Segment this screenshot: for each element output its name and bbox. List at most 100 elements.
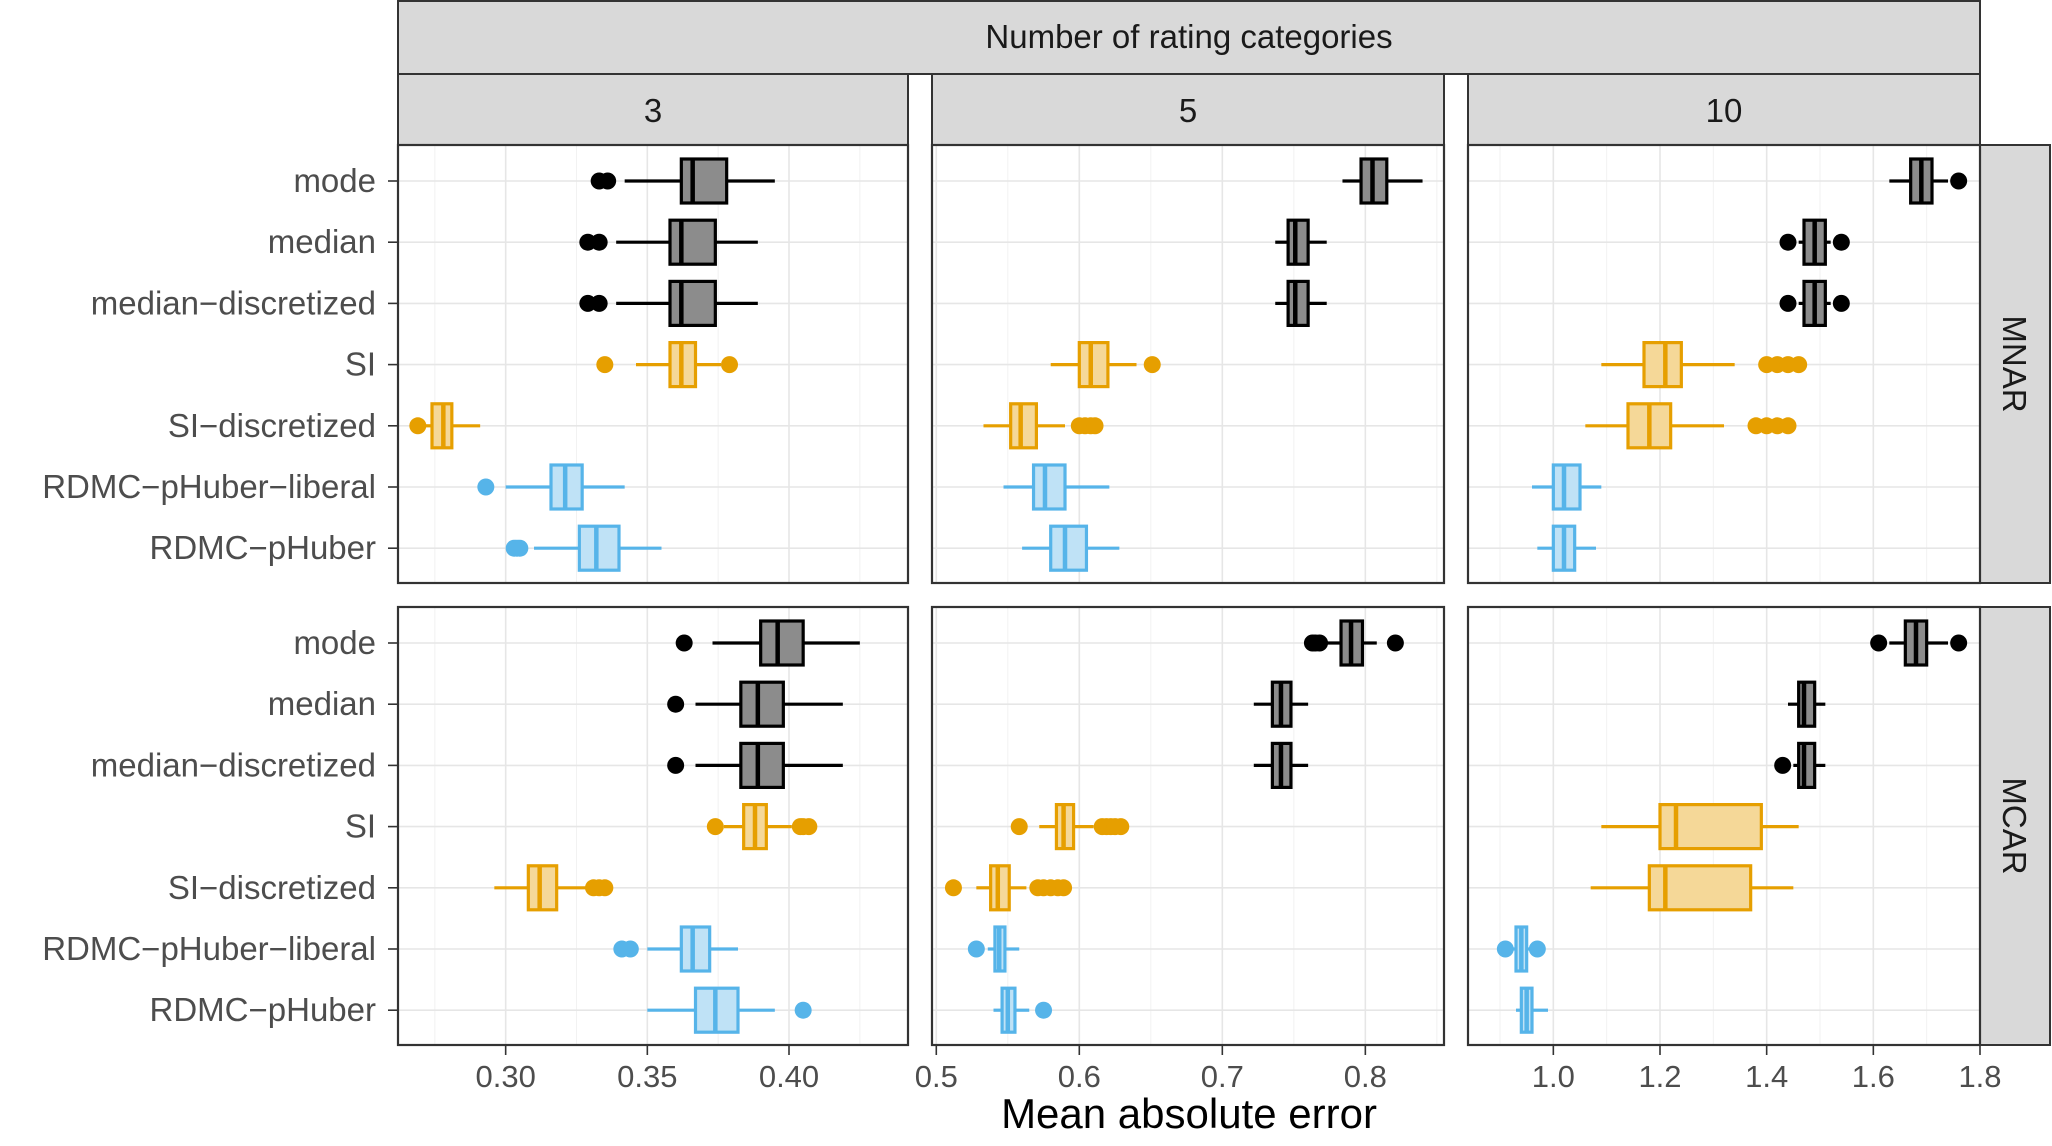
box-si: [1050, 341, 1161, 389]
box-median: [1779, 218, 1850, 266]
category-label-rdmc-phuber: RDMC−pHuber: [150, 991, 377, 1028]
outlier-point: [1386, 634, 1404, 652]
box-iqr: [1797, 741, 1817, 790]
box-iqr: [1286, 218, 1310, 266]
row-strip-mnar: [1979, 144, 2051, 584]
category-label-median-discretized: median−discretized: [91, 284, 376, 321]
box-iqr: [679, 925, 712, 973]
outlier-point: [511, 539, 529, 557]
column-strip-label-3: 3: [644, 92, 662, 129]
outlier-point: [1055, 879, 1073, 897]
outlier-point: [944, 879, 962, 897]
outlier-point: [477, 478, 495, 496]
row-strip-label-mcar: MCAR: [1996, 777, 2033, 874]
x-tick-label: 1.8: [1958, 1059, 2001, 1094]
panel-mcar-3: [396, 605, 910, 1047]
outlier-point: [721, 356, 738, 374]
x-tick-label: 1.4: [1745, 1059, 1788, 1094]
outlier-point: [596, 356, 614, 374]
box-iqr: [679, 157, 729, 205]
panel-mnar-5-border: [930, 143, 1446, 585]
x-tick-label: 1.2: [1638, 1059, 1681, 1094]
outlier-point: [706, 818, 724, 836]
column-strip-5: [931, 73, 1445, 146]
box-si-discretized: [944, 864, 1073, 912]
category-label-rdmc-phuber: RDMC−pHuber: [150, 529, 377, 566]
outlier-point: [1870, 634, 1888, 652]
x-tick-label: 0.40: [759, 1059, 819, 1094]
outlier-point: [599, 172, 617, 190]
category-label-median: median: [268, 685, 376, 722]
outlier-point: [1010, 818, 1028, 836]
outlier-point: [675, 634, 693, 652]
panel-mcar-10: [1466, 605, 1982, 1047]
outlier-point: [1779, 417, 1797, 435]
outlier-point: [1950, 172, 1968, 190]
outlier-point: [667, 695, 685, 713]
box-mode: [1889, 157, 1968, 205]
category-label-median: median: [268, 223, 376, 260]
outlier-point: [1779, 233, 1797, 251]
panel-mcar-5: [930, 605, 1446, 1047]
box-median-discretized: [1253, 741, 1309, 790]
box-rdmc-phuber-liberal: [1532, 463, 1602, 511]
outlier-point: [1950, 634, 1968, 652]
category-labels: mode median median−discretized SI SI−discret…: [42, 162, 398, 1028]
box-iqr: [739, 741, 785, 790]
column-strip-label-10: 10: [1706, 92, 1743, 129]
x-tick-label: 0.5: [915, 1059, 958, 1094]
x-tick-label: 0.8: [1344, 1059, 1387, 1094]
outlier-point: [1832, 294, 1850, 312]
box-iqr: [1077, 341, 1110, 389]
box-median-discretized: [579, 279, 758, 327]
box-iqr: [1797, 680, 1817, 728]
outlier-point: [409, 417, 427, 435]
box-iqr: [526, 864, 559, 912]
box-rdmc-phuber-liberal: [1496, 925, 1546, 973]
panel-mnar-10: [1466, 143, 1982, 585]
box-iqr: [1049, 524, 1089, 572]
box-rdmc-phuber-liberal: [1003, 463, 1110, 511]
box-mode: [675, 619, 860, 667]
box-median: [1253, 680, 1309, 728]
box-median: [579, 218, 758, 266]
outlier-point: [590, 294, 608, 312]
outlier-point: [667, 756, 685, 774]
box-iqr: [759, 619, 805, 667]
box-mode: [1342, 157, 1423, 205]
x-tick-label: 0.6: [1058, 1059, 1101, 1094]
box-si-discretized: [1585, 402, 1797, 450]
outlier-point: [596, 879, 614, 897]
box-iqr: [668, 218, 717, 266]
box-si: [1010, 802, 1130, 851]
box-iqr: [1286, 279, 1310, 327]
box-median-discretized: [1774, 741, 1826, 790]
box-rdmc-phuber-liberal: [613, 925, 738, 973]
box-iqr: [577, 524, 621, 572]
row-strip-mcar: [1979, 606, 2051, 1046]
box-rdmc-phuber: [993, 986, 1053, 1034]
x-axis-title: Mean absolute error: [1001, 1090, 1377, 1137]
x-tick-label: 0.35: [617, 1059, 677, 1094]
box-iqr: [668, 279, 717, 327]
outlier-point: [1086, 417, 1104, 435]
outlier-point: [590, 233, 608, 251]
row-strip-label-mnar: MNAR: [1996, 315, 2033, 412]
category-label-rdmc-phuber-liberal: RDMC−pHuber−liberal: [42, 468, 376, 505]
outlier-point: [1779, 294, 1797, 312]
outlier-point: [1035, 1001, 1053, 1019]
outlier-point: [1832, 233, 1850, 251]
outlier-point: [800, 818, 818, 836]
x-tick-label: 1.0: [1532, 1059, 1575, 1094]
panel-mcar-10-border: [1466, 605, 1982, 1047]
category-label-si: SI: [345, 808, 376, 845]
x-axis: 0.30 0.35 0.40 0.5 0.6 0.7 0.8 1.0 1.2 1.4 1.6 1.8: [475, 1045, 2002, 1094]
outlier-point: [1790, 356, 1808, 374]
column-strip-label-5: 5: [1179, 92, 1197, 129]
box-si-discretized: [494, 864, 614, 912]
box-iqr: [739, 680, 785, 728]
outlier-point: [1528, 940, 1546, 958]
box-si: [1601, 802, 1799, 851]
x-tick-label: 1.6: [1852, 1059, 1895, 1094]
